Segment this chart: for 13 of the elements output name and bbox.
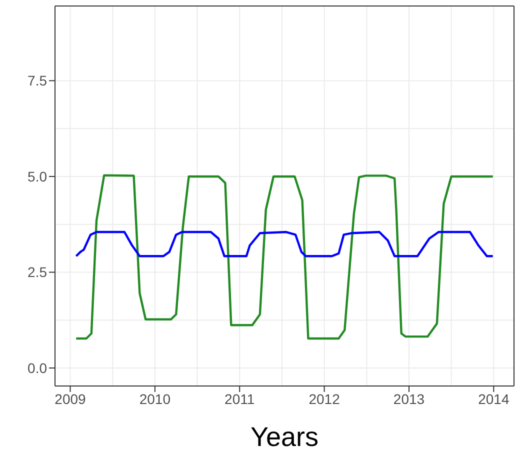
y-tick-label: 7.5	[28, 72, 48, 89]
x-tick-label: 2012	[308, 390, 340, 407]
line-series	[75, 230, 494, 258]
x-tick-label: 2011	[224, 390, 255, 407]
y-tick-label: 2.5	[28, 264, 48, 280]
line-series	[75, 174, 494, 340]
x-tick-label: 2013	[393, 390, 425, 407]
y-tick-label: 0.0	[28, 360, 48, 376]
x-axis-title: Years	[250, 422, 319, 452]
x-tick-label: 2014	[478, 390, 510, 407]
x-tick-label: 2009	[54, 390, 86, 407]
y-tick-label: 5.0	[28, 168, 48, 184]
x-tick-label: 2010	[139, 390, 171, 407]
